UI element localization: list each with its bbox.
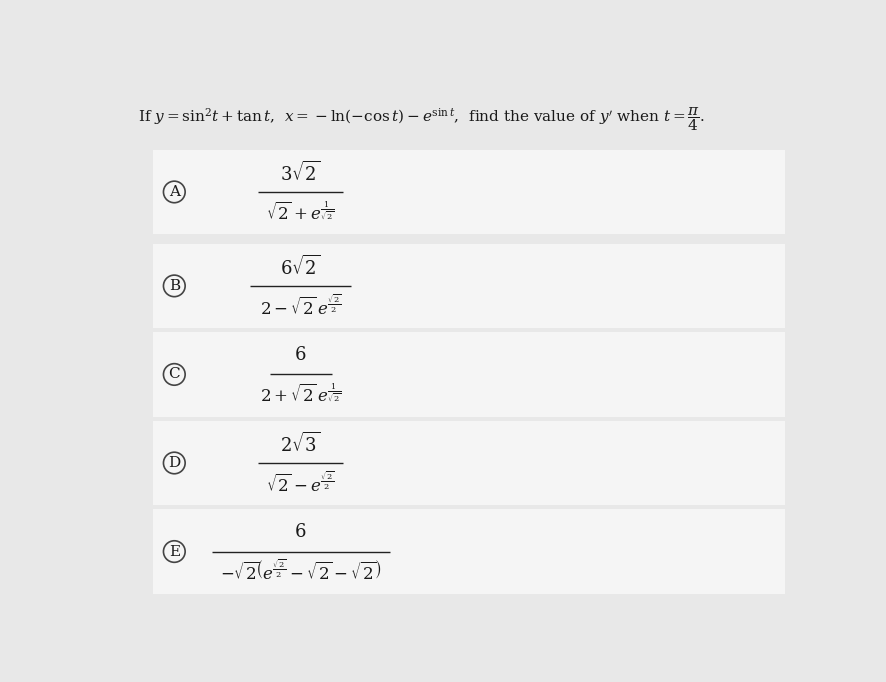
- FancyBboxPatch shape: [153, 509, 785, 594]
- Text: $2-\sqrt{2}\,e^{\frac{\sqrt{2}}{2}}$: $2-\sqrt{2}\,e^{\frac{\sqrt{2}}{2}}$: [260, 294, 341, 318]
- FancyBboxPatch shape: [153, 421, 785, 505]
- Text: $\sqrt{2}-e^{\frac{\sqrt{2}}{2}}$: $\sqrt{2}-e^{\frac{\sqrt{2}}{2}}$: [267, 471, 335, 496]
- FancyBboxPatch shape: [153, 332, 785, 417]
- Text: E: E: [168, 544, 180, 559]
- Text: C: C: [168, 368, 180, 381]
- Text: B: B: [168, 279, 180, 293]
- Text: $2+\sqrt{2}\,e^{\frac{1}{\sqrt{2}}}$: $2+\sqrt{2}\,e^{\frac{1}{\sqrt{2}}}$: [260, 383, 341, 406]
- Text: $2\sqrt{3}$: $2\sqrt{3}$: [281, 432, 321, 456]
- Text: $6$: $6$: [294, 523, 307, 541]
- FancyBboxPatch shape: [153, 149, 785, 235]
- Text: $\sqrt{2}+e^{\frac{1}{\sqrt{2}}}$: $\sqrt{2}+e^{\frac{1}{\sqrt{2}}}$: [267, 201, 335, 224]
- Text: $3\sqrt{2}$: $3\sqrt{2}$: [281, 160, 321, 185]
- Text: A: A: [169, 185, 180, 199]
- Text: $6$: $6$: [294, 346, 307, 364]
- Text: If $y=\sin^2\!t+\tan t$,  $x=-\ln\!\left(-\cos t\right)-e^{\sin t}$,  find the v: If $y=\sin^2\!t+\tan t$, $x=-\ln\!\left(…: [138, 105, 705, 133]
- Text: D: D: [168, 456, 181, 470]
- FancyBboxPatch shape: [153, 243, 785, 328]
- Text: $-\sqrt{2}\!\left(e^{\frac{\sqrt{2}}{2}}-\sqrt{2}-\sqrt{2}\right)$: $-\sqrt{2}\!\left(e^{\frac{\sqrt{2}}{2}}…: [220, 560, 382, 584]
- Text: $6\sqrt{2}$: $6\sqrt{2}$: [281, 254, 321, 278]
